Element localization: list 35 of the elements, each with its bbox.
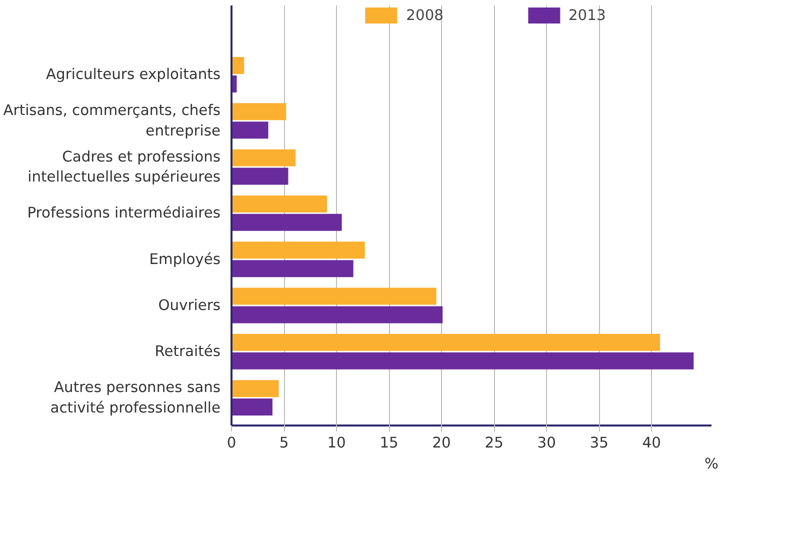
- bar: [232, 242, 365, 259]
- y-tick-label: Autres personnes sans activité professionnelle: [50, 379, 221, 417]
- text: %: [704, 456, 719, 472]
- bar: [232, 334, 660, 351]
- x-tick-label: 15: [380, 434, 398, 452]
- bar: [232, 288, 436, 305]
- bar: [232, 306, 443, 324]
- y-tick-label: Retraités: [154, 343, 221, 360]
- y-tick-label: Artisans, commerçants, chefs entreprise: [3, 102, 220, 140]
- bar: [232, 103, 286, 120]
- y-tick-label: Employés: [149, 250, 221, 268]
- x-tick-label: 40: [642, 434, 661, 452]
- y-tick-label: Ouvriers: [158, 297, 221, 314]
- x-tick-label: 35: [590, 434, 608, 452]
- legend-label: 2013: [568, 6, 606, 24]
- legend-label: 2008: [406, 6, 444, 24]
- x-tick-label: 25: [484, 434, 504, 452]
- x-tick-label: 30: [537, 434, 556, 452]
- bar: [232, 168, 288, 185]
- y-tick-label: Professions intermédiaires: [27, 204, 221, 222]
- x-tick-label: 5: [279, 434, 289, 452]
- bar: [232, 122, 268, 139]
- x-tick-label: 10: [327, 434, 346, 452]
- bar: [232, 57, 244, 74]
- x-tick-label: 0: [226, 434, 236, 452]
- bar: [232, 352, 694, 370]
- bar: [232, 398, 272, 416]
- x-tick-label: 20: [432, 434, 451, 452]
- bar: [232, 149, 296, 166]
- y-tick-label: Agriculteurs exploitants: [46, 66, 221, 84]
- bar: [232, 214, 342, 231]
- bar: [232, 195, 328, 212]
- bar: [232, 260, 354, 278]
- bar: [232, 380, 279, 398]
- y-tick-label: Cadres et professions intellectuelles supérieures: [28, 148, 220, 186]
